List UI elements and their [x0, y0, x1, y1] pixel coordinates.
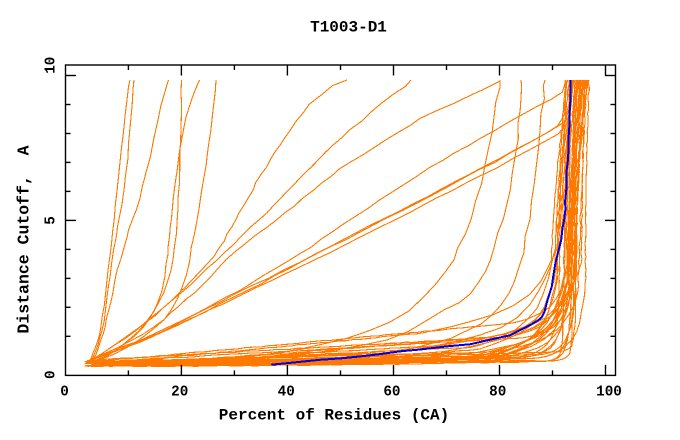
svg-text:T1003-D1: T1003-D1	[310, 19, 387, 37]
svg-text:Percent of Residues (CA): Percent of Residues (CA)	[219, 407, 449, 425]
svg-text:100: 100	[596, 384, 622, 400]
svg-text:0: 0	[44, 370, 60, 379]
svg-text:20: 20	[171, 384, 188, 400]
svg-text:5: 5	[44, 216, 60, 225]
svg-text:40: 40	[278, 384, 295, 400]
svg-text:60: 60	[383, 384, 400, 400]
svg-text:80: 80	[489, 384, 506, 400]
svg-text:10: 10	[44, 57, 60, 74]
svg-text:Distance Cutoff, A: Distance Cutoff, A	[15, 145, 34, 333]
svg-text:0: 0	[60, 384, 69, 400]
